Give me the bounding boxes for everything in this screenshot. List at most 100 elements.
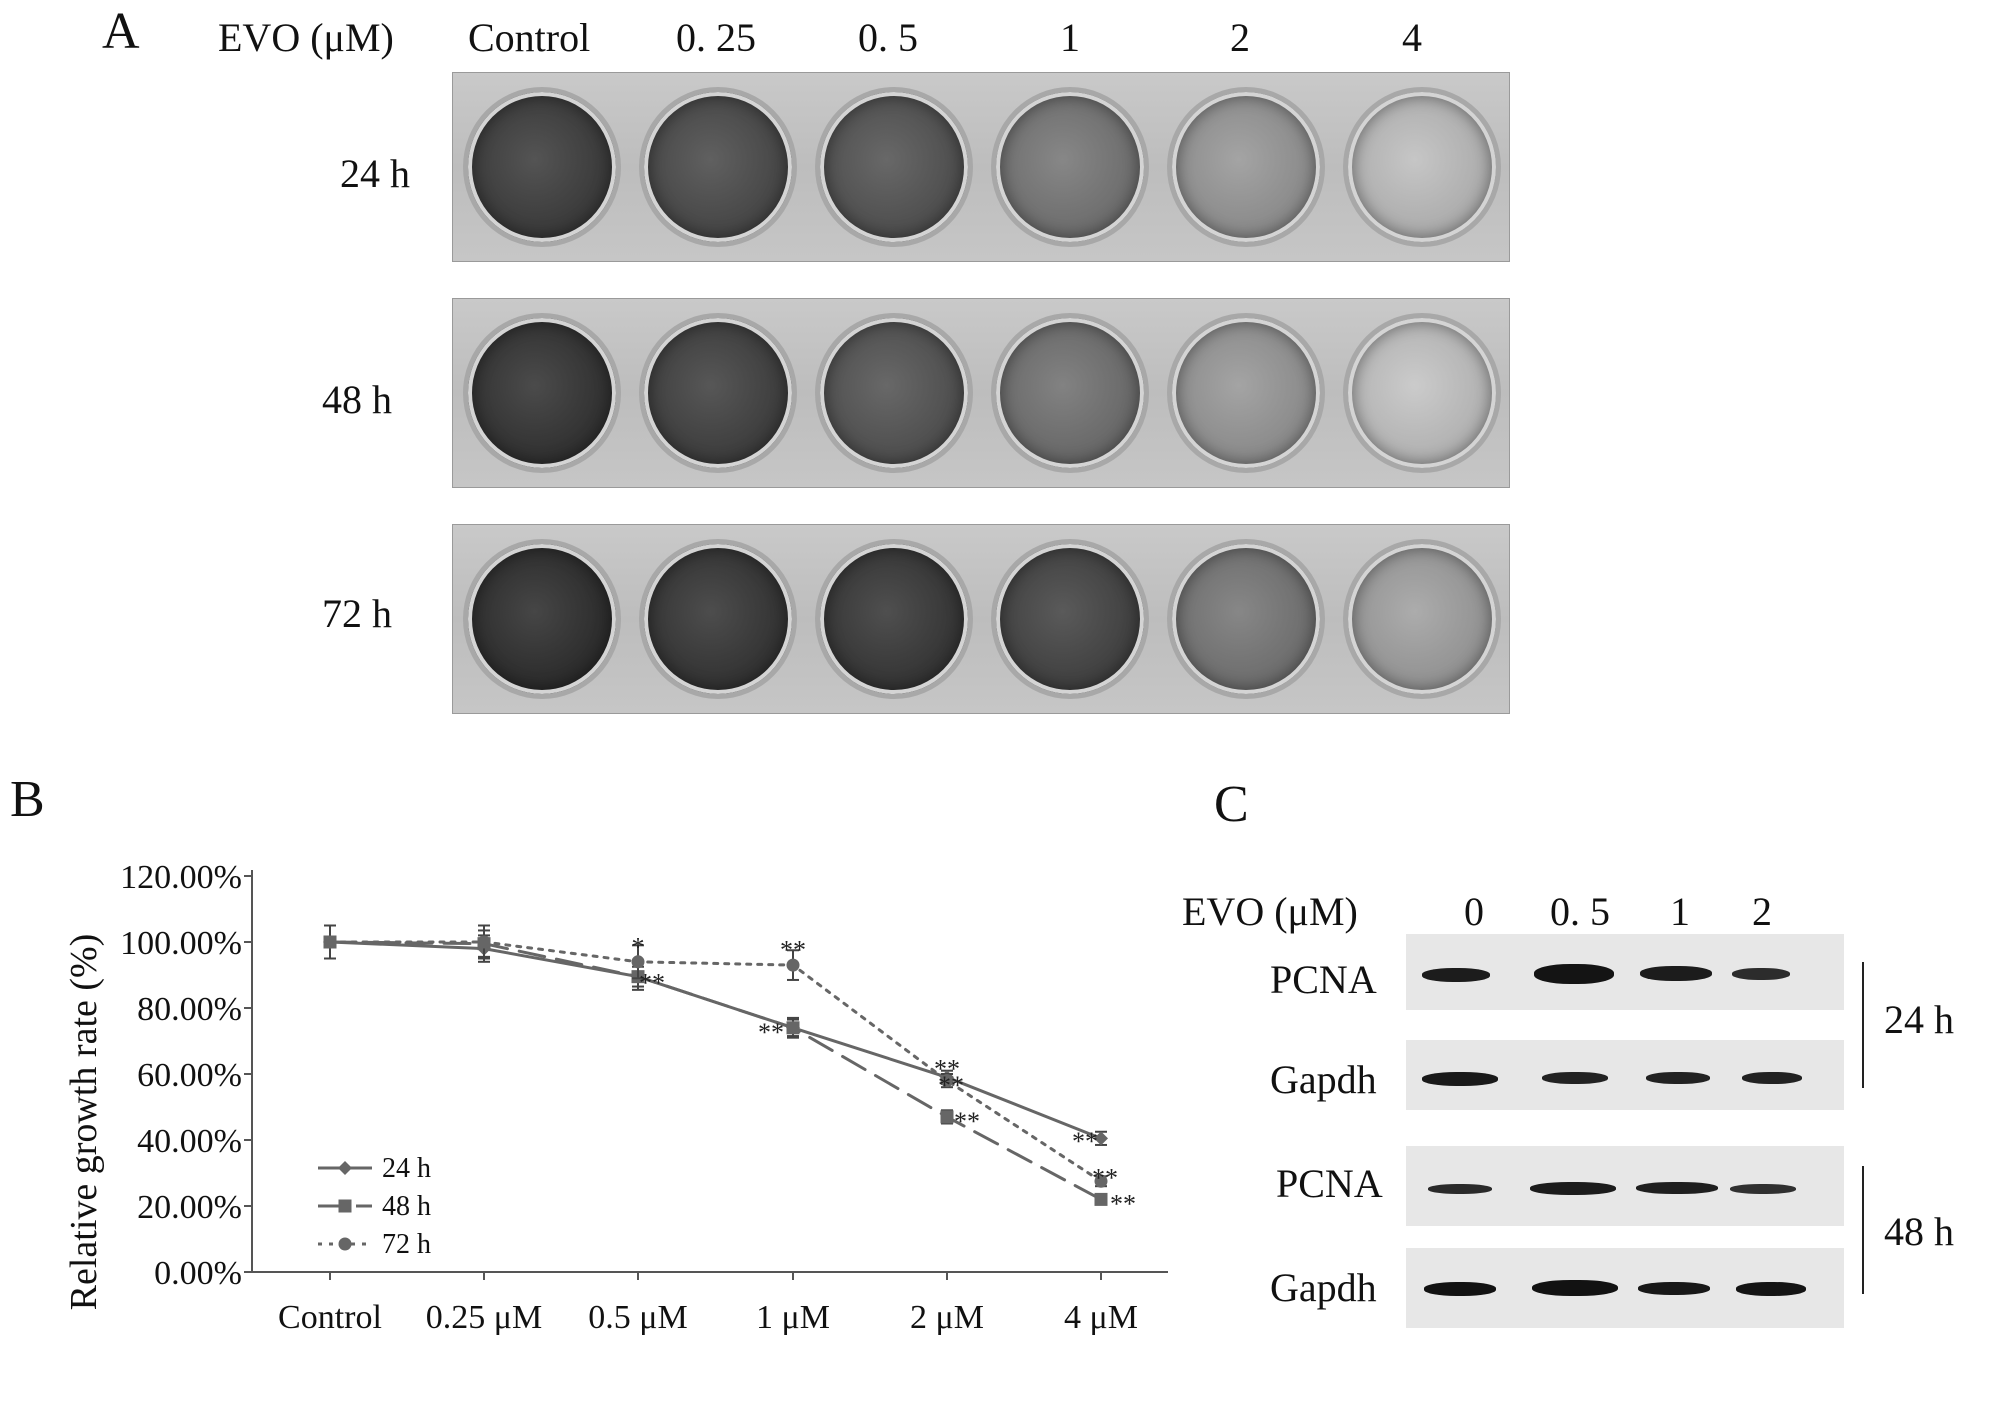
series-line-72h — [328, 940, 1103, 1183]
data-point — [1094, 1192, 1108, 1206]
culture-well — [991, 313, 1149, 473]
panel-a-header-0-25: 0. 25 — [676, 15, 756, 60]
panel-a-letter: A — [102, 3, 140, 60]
panel-a-row-24h: 24 h — [340, 151, 410, 196]
band — [1636, 1182, 1718, 1194]
panel-a-header-2: 2 — [1230, 15, 1250, 60]
culture-well — [1343, 313, 1501, 473]
legend-label: 48 h — [382, 1191, 431, 1222]
significance-mark: ** — [1092, 1163, 1118, 1192]
plate-72h — [452, 524, 1510, 714]
panel-a-header-0-5: 0. 5 — [858, 15, 918, 60]
data-point — [786, 1021, 800, 1035]
culture-well — [1167, 87, 1325, 247]
blot-label-pcna-48h: PCNA — [1276, 1161, 1383, 1206]
y-tick-label: 100.00% — [120, 925, 242, 962]
x-tick-label: 0.5 μM — [588, 1299, 687, 1336]
y-tick-label: 120.00% — [120, 859, 242, 896]
y-tick-label: 40.00% — [137, 1123, 242, 1160]
panel-b-letter: B — [10, 771, 45, 828]
panel-a-row-72h: 72 h — [322, 591, 392, 636]
panel-c-letter: C — [1214, 776, 1249, 833]
band — [1736, 1282, 1806, 1296]
y-tick-label: 80.00% — [137, 991, 242, 1028]
panel-a-header-evo: EVO (μM) — [218, 15, 394, 60]
significance-mark: ** — [938, 1071, 964, 1100]
plate-24h — [452, 72, 1510, 262]
culture-well — [991, 87, 1149, 247]
x-tick-label: 2 μM — [910, 1299, 984, 1336]
culture-well — [639, 313, 797, 473]
data-point — [477, 935, 491, 949]
bracket-24h — [1862, 962, 1864, 1088]
significance-mark: ** — [934, 1054, 960, 1083]
culture-well — [991, 539, 1149, 699]
blot-gapdh-48h — [1406, 1248, 1844, 1328]
data-point — [786, 958, 800, 972]
band — [1542, 1072, 1608, 1084]
data-point — [631, 955, 645, 969]
band — [1646, 1072, 1710, 1084]
legend-label: 72 h — [382, 1229, 431, 1260]
legend-label: 24 h — [382, 1153, 431, 1184]
panel-c-header-1: 1 — [1670, 889, 1690, 934]
blot-label-gapdh-24h: Gapdh — [1270, 1057, 1377, 1102]
significance-mark: ** — [954, 1107, 980, 1136]
significance-mark: * — [632, 932, 645, 961]
panel-a-header-1: 1 — [1060, 15, 1080, 60]
x-tick-label: 0.25 μM — [426, 1299, 542, 1336]
significance-mark: ** — [758, 1018, 784, 1047]
panel-a-row-48h: 48 h — [322, 377, 392, 422]
culture-well — [815, 87, 973, 247]
data-point — [1094, 1131, 1108, 1146]
panel-c-header-2: 2 — [1752, 889, 1772, 934]
growth-rate-chart: 0.00% 20.00% 40.00% 60.00% 80.00% 100.00% 120.… — [120, 859, 1168, 1336]
group-label-48h: 48 h — [1884, 1209, 1954, 1254]
x-tick-label: 4 μM — [1064, 1299, 1138, 1336]
legend-marker — [338, 1199, 352, 1213]
culture-well — [1167, 539, 1325, 699]
significance-mark: ** — [639, 969, 665, 998]
culture-well — [815, 313, 973, 473]
panel-c-header-0: 0 — [1464, 889, 1484, 934]
group-label-24h: 24 h — [1884, 997, 1954, 1042]
panel-c-header-0-5: 0. 5 — [1550, 889, 1610, 934]
blot-label-gapdh-48h: Gapdh — [1270, 1265, 1377, 1310]
band — [1424, 1282, 1496, 1296]
y-tick-label: 60.00% — [137, 1057, 242, 1094]
plate-48h — [452, 298, 1510, 488]
x-tick-label: 1 μM — [756, 1299, 830, 1336]
legend-marker — [338, 1237, 352, 1251]
series-line-48h — [328, 940, 1103, 1201]
band — [1638, 1282, 1710, 1295]
significance-mark: ** — [780, 936, 806, 965]
y-tick-label: 20.00% — [137, 1189, 242, 1226]
band — [1422, 1072, 1498, 1086]
data-point — [323, 935, 337, 949]
band — [1732, 968, 1790, 980]
blot-pcna-48h — [1406, 1146, 1844, 1226]
data-point — [940, 1074, 954, 1088]
series-line-24h — [328, 940, 1103, 1140]
culture-well — [1343, 87, 1501, 247]
culture-well — [463, 87, 621, 247]
band — [1730, 1184, 1796, 1194]
culture-well — [815, 539, 973, 699]
bracket-48h — [1862, 1166, 1864, 1294]
panel-a-header-4: 4 — [1402, 15, 1422, 60]
culture-well — [463, 539, 621, 699]
blot-label-pcna-24h: PCNA — [1270, 957, 1377, 1002]
blot-gapdh-24h — [1406, 1040, 1844, 1110]
panel-a-header-control: Control — [468, 15, 591, 60]
culture-well — [1167, 313, 1325, 473]
band — [1422, 968, 1490, 982]
culture-well — [463, 313, 621, 473]
significance-mark: ** — [1110, 1190, 1136, 1219]
band — [1530, 1182, 1616, 1195]
band — [1742, 1072, 1802, 1084]
panel-c-header-evo: EVO (μM) — [1182, 889, 1358, 934]
legend-marker — [338, 1161, 352, 1175]
band — [1428, 1184, 1492, 1194]
culture-well — [1343, 539, 1501, 699]
band — [1532, 1280, 1618, 1296]
